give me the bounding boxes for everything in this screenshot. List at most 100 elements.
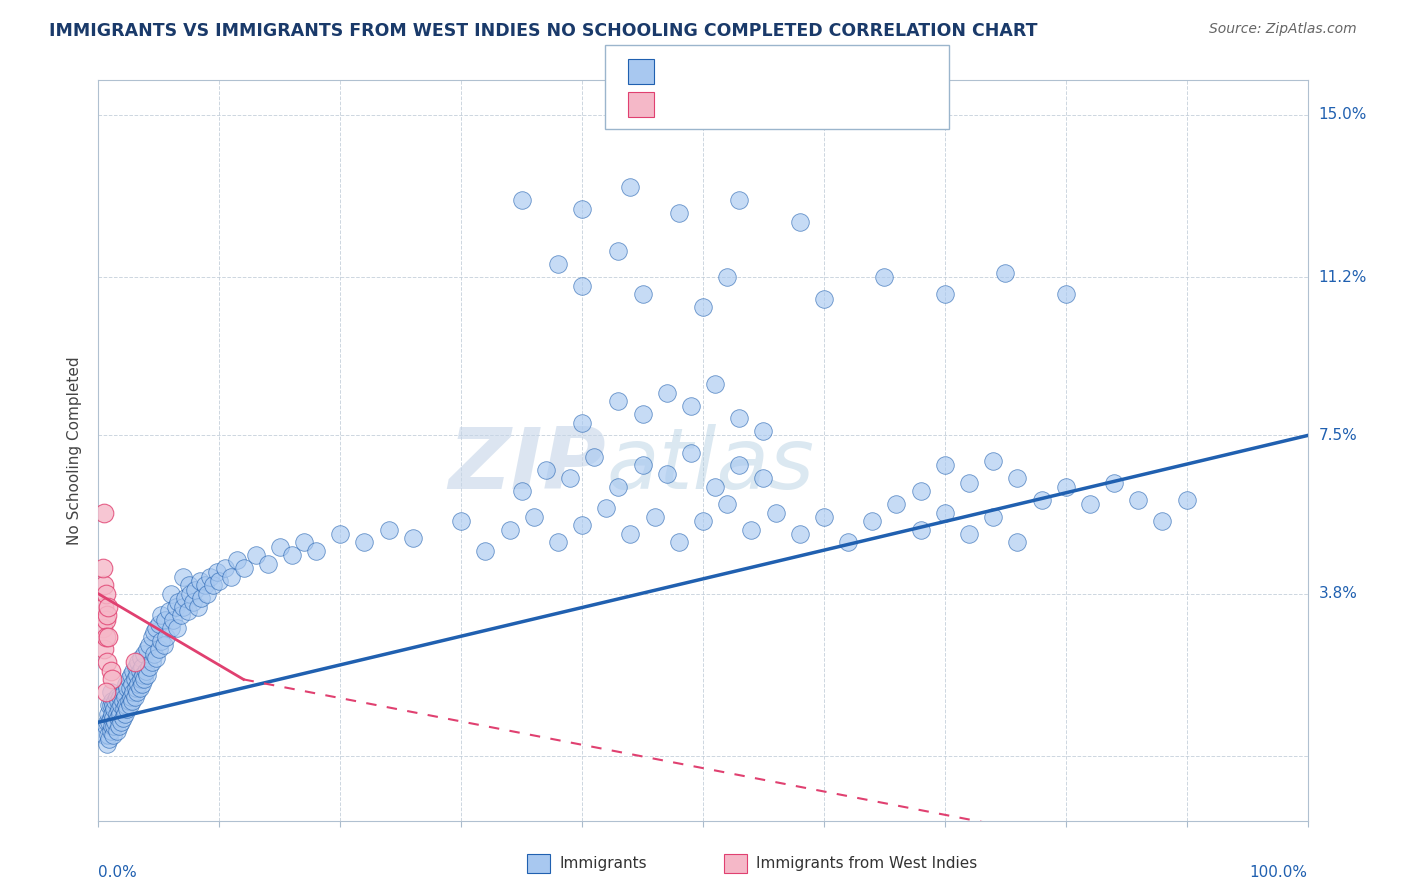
Point (124, 673, 146, 687)
Point (174, 591, 197, 606)
Point (105, 690, 128, 704)
Point (934, 506, 956, 520)
Point (118, 673, 141, 687)
Text: 11.2%: 11.2% (1319, 269, 1367, 285)
Point (728, 411, 751, 425)
Point (1031, 492, 1053, 507)
Point (167, 595, 190, 609)
Text: Source: ZipAtlas.com: Source: ZipAtlas.com (1209, 22, 1357, 37)
Point (1054, 287, 1077, 301)
Point (1175, 492, 1198, 507)
Point (934, 287, 956, 301)
Point (157, 604, 180, 618)
Point (957, 475, 980, 490)
Text: 3.8%: 3.8% (1319, 586, 1358, 601)
Point (141, 655, 163, 669)
Point (153, 613, 176, 627)
Point (91, 561, 114, 575)
Point (96, 737, 118, 751)
Point (96, 655, 118, 669)
Point (101, 698, 124, 712)
Point (994, 266, 1017, 280)
Point (129, 651, 152, 665)
Point (595, 501, 617, 516)
Point (100, 723, 122, 738)
Point (837, 535, 859, 549)
Point (523, 509, 546, 524)
Point (127, 668, 149, 682)
Point (127, 655, 149, 669)
Point (143, 647, 166, 661)
Point (150, 633, 173, 648)
Point (124, 655, 146, 669)
Point (245, 549, 267, 563)
Point (728, 458, 751, 473)
Point (141, 630, 163, 644)
Point (129, 673, 152, 687)
Point (122, 685, 145, 699)
Point (728, 193, 751, 207)
Point (1078, 497, 1101, 511)
Point (607, 394, 630, 409)
Point (98, 732, 121, 747)
Text: IMMIGRANTS VS IMMIGRANTS FROM WEST INDIES NO SCHOOLING COMPLETED CORRELATION CHA: IMMIGRANTS VS IMMIGRANTS FROM WEST INDIE… (49, 22, 1038, 40)
Point (104, 694, 127, 708)
Point (644, 509, 666, 524)
Point (118, 698, 141, 712)
Point (1102, 475, 1125, 490)
Point (187, 599, 209, 614)
Point (120, 668, 142, 682)
Point (169, 608, 191, 623)
Point (114, 690, 136, 704)
Point (150, 608, 173, 623)
Point (1007, 535, 1029, 549)
Point (115, 698, 138, 712)
Text: 0.0%: 0.0% (98, 865, 138, 880)
Point (100, 698, 122, 712)
Point (118, 694, 141, 708)
Point (910, 484, 932, 499)
Text: 15.0%: 15.0% (1319, 107, 1367, 122)
Point (547, 535, 569, 549)
Point (195, 587, 218, 601)
Point (100, 685, 122, 699)
Point (107, 711, 129, 725)
Point (221, 570, 243, 584)
Point (120, 690, 142, 704)
Point (1152, 514, 1174, 528)
Text: atlas: atlas (606, 424, 814, 507)
Point (125, 659, 148, 673)
Point (97, 706, 120, 721)
Point (752, 471, 775, 485)
Text: N =  17: N = 17 (815, 95, 886, 113)
Point (101, 728, 124, 742)
Point (97, 630, 120, 644)
Point (134, 673, 156, 687)
Point (108, 706, 131, 721)
Point (655, 467, 678, 481)
Point (135, 664, 157, 678)
Point (172, 599, 194, 614)
Point (112, 685, 135, 699)
Point (105, 723, 128, 738)
Point (128, 664, 150, 678)
Point (571, 202, 593, 216)
Point (232, 561, 254, 575)
Point (177, 604, 200, 618)
Point (121, 676, 143, 690)
Text: R = -0.177: R = -0.177 (665, 95, 765, 113)
Point (377, 523, 399, 537)
Point (205, 566, 228, 580)
Point (98, 698, 121, 712)
Point (269, 540, 291, 554)
Point (112, 702, 135, 716)
Point (934, 458, 956, 473)
Point (740, 523, 762, 537)
Point (668, 535, 690, 549)
Point (583, 450, 606, 464)
Point (256, 557, 278, 571)
Text: 7.5%: 7.5% (1319, 428, 1357, 443)
Point (353, 535, 375, 549)
Point (128, 681, 150, 695)
Point (214, 561, 236, 575)
